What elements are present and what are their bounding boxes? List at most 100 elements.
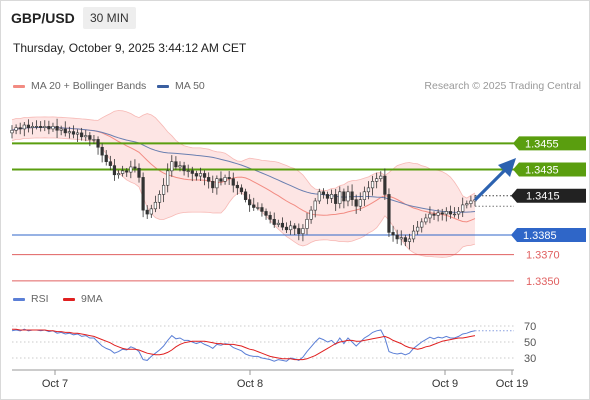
candle-body: [317, 191, 321, 202]
timeframe-button[interactable]: 30 MIN: [83, 7, 136, 29]
candle-body: [407, 238, 412, 242]
candle-body: [162, 184, 166, 195]
level-tag-1.3435: [513, 162, 586, 177]
candle: [14, 124, 18, 135]
candle: [202, 170, 207, 186]
candle: [198, 167, 203, 182]
candle-body: [313, 200, 317, 211]
candle-body: [170, 161, 174, 172]
candle: [239, 184, 244, 195]
candle-body: [39, 126, 43, 128]
candle: [379, 171, 383, 182]
candle: [305, 212, 309, 235]
candle: [293, 223, 297, 236]
candle-body: [47, 126, 51, 130]
candle-body: [297, 228, 301, 234]
candle: [215, 175, 219, 195]
candle: [84, 130, 88, 142]
candle: [395, 229, 399, 244]
candle-body: [219, 178, 223, 182]
candle-body: [444, 211, 448, 215]
candle: [145, 205, 149, 219]
level-label-1.3435: 1.3435: [525, 165, 559, 177]
candle: [366, 181, 371, 200]
candle-body: [190, 170, 194, 174]
candle: [444, 207, 448, 222]
candle-body: [289, 225, 293, 231]
candle-body: [198, 173, 203, 177]
candle: [223, 174, 227, 185]
candle-body: [215, 178, 219, 189]
candle: [309, 206, 313, 224]
candle: [383, 168, 387, 200]
candle-body: [358, 199, 362, 207]
candle: [186, 164, 190, 178]
candle: [268, 211, 272, 224]
time-label-Oct-8: Oct 8: [237, 378, 263, 390]
candle-body: [370, 181, 375, 189]
candle-body: [125, 170, 129, 173]
candle: [235, 181, 239, 195]
candle-body: [157, 194, 162, 203]
candle-body: [383, 175, 387, 195]
candle: [149, 204, 153, 218]
candle: [55, 118, 59, 138]
candle-body: [104, 154, 108, 162]
candle: [121, 165, 125, 177]
candle: [162, 178, 166, 203]
candle: [96, 136, 100, 155]
candle-body: [436, 212, 440, 216]
level-tag-1.3455: [513, 136, 586, 151]
candle-body: [153, 201, 158, 210]
candle-body: [182, 165, 186, 172]
candle: [88, 132, 92, 147]
candle-body: [22, 124, 26, 130]
candle: [100, 143, 104, 163]
candle: [276, 219, 280, 228]
time-label-Oct-9: Oct 9: [432, 378, 458, 390]
level-tag-1.3385: [511, 228, 586, 243]
candle-body: [129, 166, 133, 173]
candle: [469, 195, 473, 208]
candle: [342, 188, 346, 209]
candle-body: [239, 187, 244, 193]
candle-body: [194, 173, 198, 177]
forecast-arrow-head: [498, 158, 516, 177]
candle: [26, 119, 30, 133]
candle: [399, 230, 403, 246]
candle: [207, 172, 211, 189]
candle-body: [440, 212, 444, 215]
candle: [112, 159, 117, 181]
candle-body: [350, 191, 354, 200]
candle-body: [461, 204, 465, 212]
candle: [137, 163, 141, 183]
legend-rsi-swatch: [13, 297, 25, 301]
candle-body: [51, 126, 55, 130]
candle-body: [264, 211, 268, 216]
candle: [370, 175, 375, 196]
bollinger-lower-line: [11, 137, 476, 258]
candle-body: [145, 209, 149, 215]
candle: [22, 121, 26, 137]
candle: [461, 197, 465, 218]
candle: [362, 186, 366, 206]
candle-body: [112, 165, 117, 176]
candle: [440, 208, 444, 221]
candle-body: [211, 181, 215, 189]
candle: [51, 122, 55, 132]
symbol-label: GBP/USD: [11, 10, 75, 26]
candle: [350, 184, 354, 206]
candle: [104, 150, 108, 166]
candle-body: [321, 191, 325, 195]
bollinger-upper-line: [11, 110, 476, 199]
candle: [125, 167, 129, 177]
legend-ma50-swatch: [157, 84, 169, 88]
candle-body: [67, 131, 71, 134]
candle: [432, 211, 436, 221]
legend-9ma-swatch: [63, 297, 75, 301]
level-label-1.3350: 1.3350: [526, 276, 560, 288]
candle-body: [174, 161, 178, 168]
candle-body: [424, 217, 428, 223]
candle: [10, 125, 14, 139]
candle-body: [55, 126, 59, 131]
